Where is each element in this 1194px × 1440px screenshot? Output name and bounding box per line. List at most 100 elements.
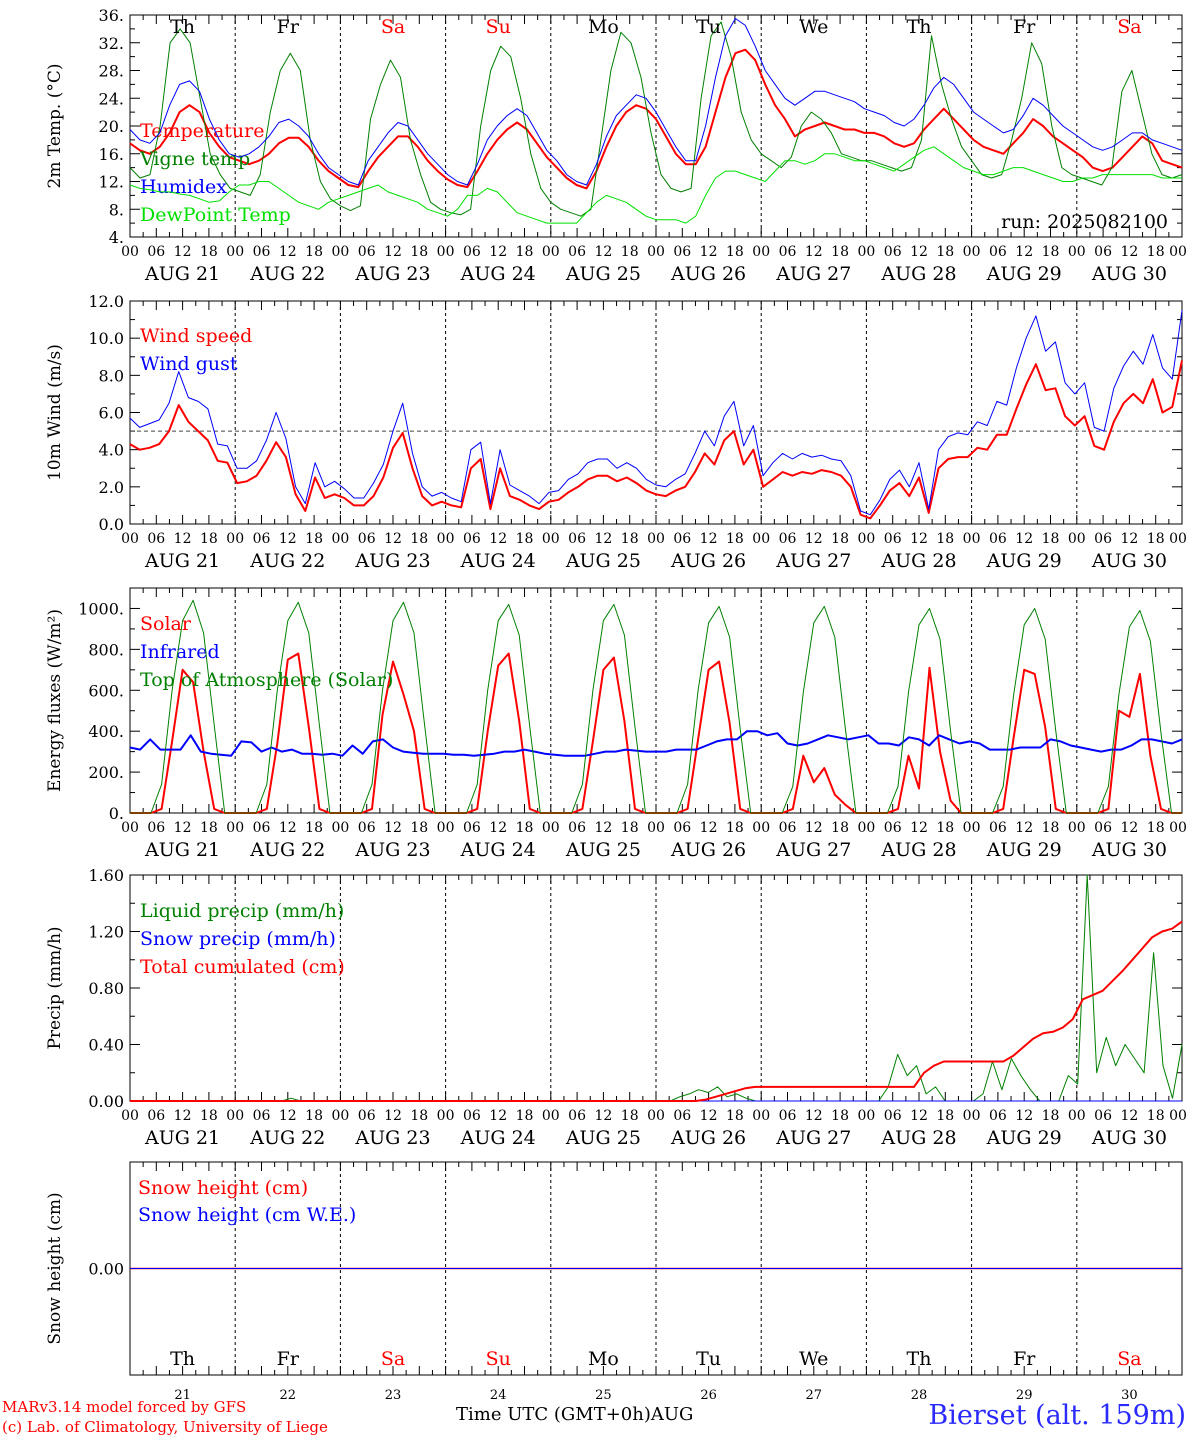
- panel-0-weekday-label: Mo: [588, 16, 619, 38]
- panel-1-series-wind-gust: [129, 310, 1183, 516]
- panel-3-hour-label: 18: [200, 1108, 218, 1124]
- panel-2-hour-label: 12: [700, 820, 718, 836]
- panel-4-weekday-label: Fr: [277, 1348, 300, 1370]
- credit-line-1: MARv3.14 model forced by GFS: [2, 1398, 247, 1416]
- panel-0-weekday-label: Tu: [696, 16, 721, 38]
- panel-0-legend-item: Temperature: [140, 120, 264, 142]
- panel-1-hour-label: 00: [963, 531, 981, 547]
- panel-0-legend-item: DewPoint Temp: [140, 204, 291, 226]
- panel-4-weekday-label: Th: [907, 1348, 932, 1370]
- panel-2-hour-label: 18: [305, 820, 323, 836]
- panel-1-hour-label: 00: [331, 531, 349, 547]
- panel-0-weekday-label: Su: [486, 16, 511, 38]
- panel-0-hour-label: 12: [910, 244, 928, 260]
- panel-0-hour-label: 12: [279, 244, 297, 260]
- panel-0-ytick-label: 28.: [99, 62, 124, 81]
- panel-3-hour-label: 12: [805, 1108, 823, 1124]
- panel-0-date-label: AUG 21: [144, 263, 220, 285]
- panel-1-hour-label: 12: [594, 531, 612, 547]
- panel-2-date-label: AUG 29: [986, 839, 1062, 861]
- panel-0-date-label: AUG 25: [565, 263, 641, 285]
- panel-1-hour-label: 06: [884, 531, 902, 547]
- panel-1-date-label: AUG 29: [986, 550, 1062, 572]
- panel-1-ytick-label: 10.0: [88, 329, 124, 348]
- panel-0-hour-label: 12: [1120, 244, 1138, 260]
- panel-0-ytick-label: 4.: [109, 228, 124, 247]
- time-axis-title: Time UTC (GMT+0h): [456, 1404, 651, 1425]
- panel-2-hour-label: 12: [279, 820, 297, 836]
- panel-1-legend-item: Wind speed: [140, 325, 252, 347]
- panel-2-series-infrared: [129, 730, 1183, 757]
- panel-2-hour-label: 00: [542, 820, 560, 836]
- panel-0-hour-label: 06: [358, 244, 376, 260]
- panel-0-weekday-label: Fr: [1013, 16, 1036, 38]
- panel-2-ytick-label: 800.: [88, 640, 124, 659]
- panel-0-hour-label: 06: [989, 244, 1007, 260]
- panel-4-daynum-label: 22: [280, 1388, 297, 1403]
- panel-3-hour-label: 12: [1120, 1108, 1138, 1124]
- panel-4-weekday-label: Mo: [588, 1348, 619, 1370]
- panel-1-hour-label: 00: [1169, 531, 1187, 547]
- panel-3-hour-label: 12: [489, 1108, 507, 1124]
- panel-2-hour-label: 18: [516, 820, 534, 836]
- panel-3-date-label: AUG 29: [986, 1127, 1062, 1149]
- panel-0-ytick-label: 36.: [99, 6, 124, 25]
- panel-3-hour-label: 06: [779, 1108, 797, 1124]
- panel-0-date-label: AUG 29: [986, 263, 1062, 285]
- panel-1-date-label: AUG 24: [460, 550, 536, 572]
- panel-1-hour-label: 18: [305, 531, 323, 547]
- panel-1-hour-label: 12: [910, 531, 928, 547]
- panel-0-weekday-label: Th: [907, 16, 932, 38]
- panel-0-hour-label: 00: [963, 244, 981, 260]
- panel-3-date-label: AUG 28: [880, 1127, 956, 1149]
- panel-2-hour-label: 00: [331, 820, 349, 836]
- panel-3-hour-label: 06: [673, 1108, 691, 1124]
- panel-3-ytick-label: 0.40: [88, 1036, 124, 1055]
- panel-1-hour-label: 00: [437, 531, 455, 547]
- panel-3-hour-label: 00: [1068, 1108, 1086, 1124]
- panel-2-hour-label: 00: [1169, 820, 1187, 836]
- panel-0-weekday-label: Th: [170, 16, 195, 38]
- panel-3-hour-label: 18: [516, 1108, 534, 1124]
- panel-3-ytick-label: 0.00: [88, 1092, 124, 1111]
- panel-2-hour-label: 12: [384, 820, 402, 836]
- panel-0-legend-item: Humidex: [140, 176, 227, 198]
- panel-0-ytick-label: 32.: [99, 34, 124, 53]
- panel-4-ylabel: Snow height (cm): [45, 1192, 65, 1344]
- panel-0-weekday-label: Sa: [381, 16, 405, 38]
- panel-4-legend-item: Snow height (cm W.E.): [138, 1204, 356, 1226]
- panel-0-legend-item: Vigne temp: [139, 148, 250, 170]
- panel-3-hour-label: 18: [305, 1108, 323, 1124]
- panel-2-hour-label: 12: [805, 820, 823, 836]
- panel-0-hour-label: 00: [1068, 244, 1086, 260]
- panel-1-hour-label: 18: [726, 531, 744, 547]
- panel-2-hour-label: 06: [1094, 820, 1112, 836]
- panel-1-hour-label: 06: [147, 531, 165, 547]
- panel-3-hour-label: 00: [437, 1108, 455, 1124]
- panel-2-hour-label: 06: [463, 820, 481, 836]
- panel-1-ytick-label: 4.0: [99, 441, 124, 460]
- panel-1-date-label: AUG 27: [775, 550, 851, 572]
- panel-0-hour-label: 12: [1015, 244, 1033, 260]
- panel-3-hour-label: 06: [147, 1108, 165, 1124]
- panel-2-date-label: AUG 23: [354, 839, 430, 861]
- panel-0-hour-label: 18: [1042, 244, 1060, 260]
- panel-1-hour-label: 06: [463, 531, 481, 547]
- panel-1-hour-label: 12: [489, 531, 507, 547]
- panel-0-date-label: AUG 28: [880, 263, 956, 285]
- panel-0-series-temperature: [129, 48, 1183, 190]
- panel-3-hour-label: 06: [884, 1108, 902, 1124]
- panel-3-ytick-label: 1.60: [88, 866, 124, 885]
- panel-2-hour-label: 06: [779, 820, 797, 836]
- panel-0-hour-label: 18: [831, 244, 849, 260]
- panel-2-hour-label: 06: [253, 820, 271, 836]
- panel-0-hour-label: 18: [305, 244, 323, 260]
- panel-0-hour-label: 00: [647, 244, 665, 260]
- panel-2-ytick-label: 600.: [88, 681, 124, 700]
- panel-2-legend-item: Top of Atmosphere (Solar): [140, 669, 393, 691]
- panel-2-hour-label: 00: [437, 820, 455, 836]
- panel-2-hour-label: 18: [936, 820, 954, 836]
- panel-0-hour-label: 00: [542, 244, 560, 260]
- panel-3-hour-label: 18: [936, 1108, 954, 1124]
- panel-1-hour-label: 12: [805, 531, 823, 547]
